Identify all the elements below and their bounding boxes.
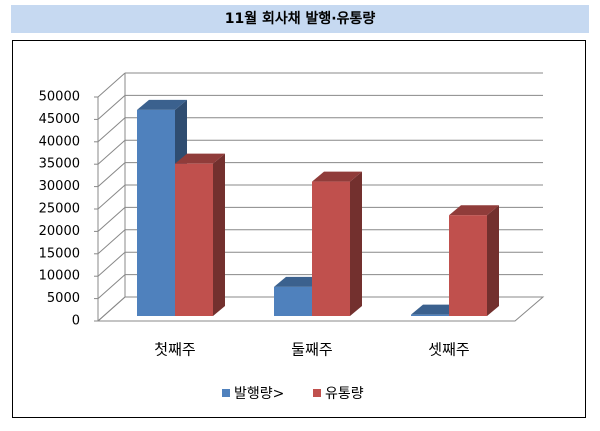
bar-top bbox=[449, 205, 499, 216]
y-tick-label: 25000 bbox=[39, 202, 80, 217]
y-tick-label: 10000 bbox=[39, 269, 80, 284]
bar bbox=[449, 215, 487, 316]
grid-line-side bbox=[97, 139, 126, 165]
y-tick-label: 0 bbox=[72, 314, 80, 329]
bar bbox=[274, 286, 312, 316]
bar-top bbox=[175, 153, 225, 164]
y-tick-label: 35000 bbox=[39, 157, 80, 172]
legend-swatch bbox=[313, 389, 321, 397]
y-tick-label: 20000 bbox=[39, 224, 80, 239]
grid-line-side bbox=[97, 296, 126, 322]
bar-top bbox=[312, 171, 362, 182]
y-tick-label: 15000 bbox=[39, 246, 80, 261]
grid-line-side bbox=[97, 184, 126, 210]
grid-line-side bbox=[97, 95, 126, 120]
title-bar bbox=[11, 5, 589, 33]
bar bbox=[175, 163, 213, 316]
bar bbox=[312, 181, 350, 316]
bar-side bbox=[350, 171, 362, 316]
x-tick-label: 둘째주 bbox=[291, 341, 332, 359]
y-tick-label: 5000 bbox=[47, 291, 80, 306]
legend-label: 유통량 bbox=[325, 386, 364, 402]
x-tick-label: 첫째주 bbox=[154, 341, 195, 359]
bar-side bbox=[213, 153, 225, 316]
bar-top bbox=[274, 276, 324, 287]
y-tick-label: 45000 bbox=[39, 112, 80, 127]
grid-line-side bbox=[97, 117, 126, 143]
grid-line-side bbox=[97, 229, 126, 255]
grid-line-side bbox=[97, 251, 126, 277]
legend-swatch bbox=[222, 389, 230, 397]
bar-top bbox=[411, 304, 461, 315]
x-tick-label: 셋째주 bbox=[428, 341, 469, 359]
chart-title: 11월 회사채 발행·유통량 bbox=[225, 10, 376, 27]
legend-label: 발행량> bbox=[234, 386, 284, 402]
bar-top bbox=[137, 99, 187, 110]
y-tick-label: 30000 bbox=[39, 179, 80, 194]
grid-line-side bbox=[97, 207, 126, 232]
grid-line-side bbox=[97, 72, 126, 98]
grid-line-side bbox=[97, 274, 126, 299]
bar bbox=[411, 314, 449, 316]
y-tick-label: 40000 bbox=[39, 134, 80, 149]
bar bbox=[137, 109, 175, 316]
bar-side bbox=[487, 205, 499, 316]
y-tick-label: 50000 bbox=[39, 90, 80, 105]
chart-frame bbox=[12, 40, 586, 418]
grid-line-side bbox=[97, 162, 126, 187]
